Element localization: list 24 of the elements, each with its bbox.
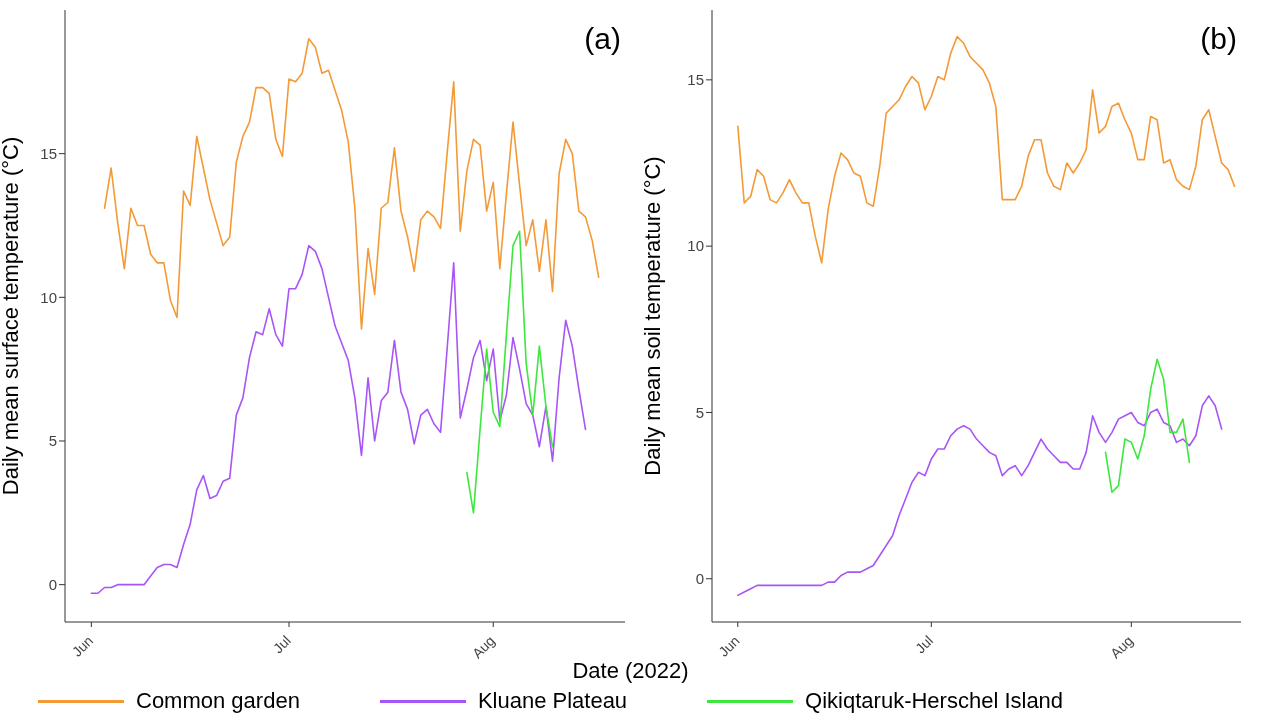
legend-label: Qikiqtaruk-Herschel Island bbox=[805, 688, 1064, 714]
legend-label: Common garden bbox=[136, 688, 300, 714]
line-series bbox=[466, 230, 554, 514]
x-tick-label: Jun bbox=[68, 632, 97, 660]
y-tick-label: 10 bbox=[40, 288, 57, 306]
line-series bbox=[1104, 358, 1191, 494]
y-tick-label: 5 bbox=[48, 432, 57, 450]
y-axis-title: Daily mean surface temperature (°C) bbox=[0, 136, 23, 496]
x-axis-title: Date (2022) bbox=[572, 658, 689, 683]
x-tick-label: Jul bbox=[269, 632, 294, 657]
legend-label: Kluane Plateau bbox=[477, 688, 628, 714]
annotation: (a) bbox=[584, 22, 621, 56]
y-tick-label: 0 bbox=[48, 575, 57, 593]
x-tick-label: Jul bbox=[912, 632, 937, 657]
y-tick-label: 5 bbox=[695, 403, 704, 421]
x-tick-label: Jun bbox=[715, 632, 743, 660]
annotation: (b) bbox=[1200, 22, 1237, 56]
line-series bbox=[90, 244, 587, 595]
y-tick-label: 15 bbox=[40, 144, 57, 162]
y-tick-label: 15 bbox=[687, 71, 704, 89]
line-series bbox=[737, 395, 1223, 597]
y-axis-title: Daily mean soil temperature (°C) bbox=[639, 156, 665, 476]
y-tick-label: 0 bbox=[695, 570, 704, 588]
y-tick-label: 10 bbox=[687, 237, 704, 255]
